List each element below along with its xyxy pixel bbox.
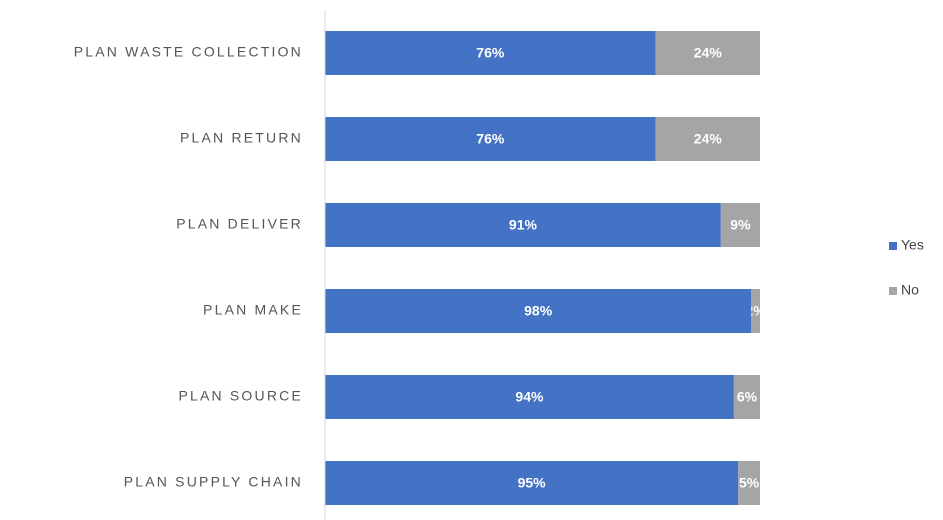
bar-segment xyxy=(738,461,760,505)
bar-segment xyxy=(325,31,656,75)
legend-swatch xyxy=(889,287,897,295)
value-label: 94% xyxy=(515,389,544,405)
legend-label: No xyxy=(901,282,919,298)
bar-segment xyxy=(325,117,656,161)
category-label: PLAN WASTE COLLECTION xyxy=(74,44,303,60)
bar-segment xyxy=(720,203,760,247)
value-label: 76% xyxy=(476,131,505,147)
bar-segment xyxy=(655,117,760,161)
bar-segment xyxy=(325,203,721,247)
value-label: 24% xyxy=(694,45,723,61)
value-label: 5% xyxy=(739,475,760,491)
value-label: 2% xyxy=(746,303,767,319)
value-label: 6% xyxy=(737,389,758,405)
value-label: 98% xyxy=(524,303,553,319)
category-label: PLAN MAKE xyxy=(203,302,303,318)
bar-segment xyxy=(325,461,739,505)
category-label: PLAN SUPPLY CHAIN xyxy=(124,474,303,490)
category-label: PLAN SOURCE xyxy=(178,388,303,404)
value-label: 76% xyxy=(476,45,505,61)
value-label: 9% xyxy=(730,217,751,233)
value-label: 91% xyxy=(509,217,538,233)
bar-segment xyxy=(751,289,760,333)
legend-swatch xyxy=(889,242,897,250)
bar-segment xyxy=(733,375,760,419)
category-label: PLAN DELIVER xyxy=(176,216,303,232)
category-label: PLAN RETURN xyxy=(180,130,303,146)
value-label: 24% xyxy=(694,131,723,147)
value-label: 95% xyxy=(518,475,547,491)
bar-segment xyxy=(655,31,760,75)
bar-segment xyxy=(325,289,752,333)
bar-segment xyxy=(325,375,734,419)
legend-label: Yes xyxy=(901,237,924,253)
